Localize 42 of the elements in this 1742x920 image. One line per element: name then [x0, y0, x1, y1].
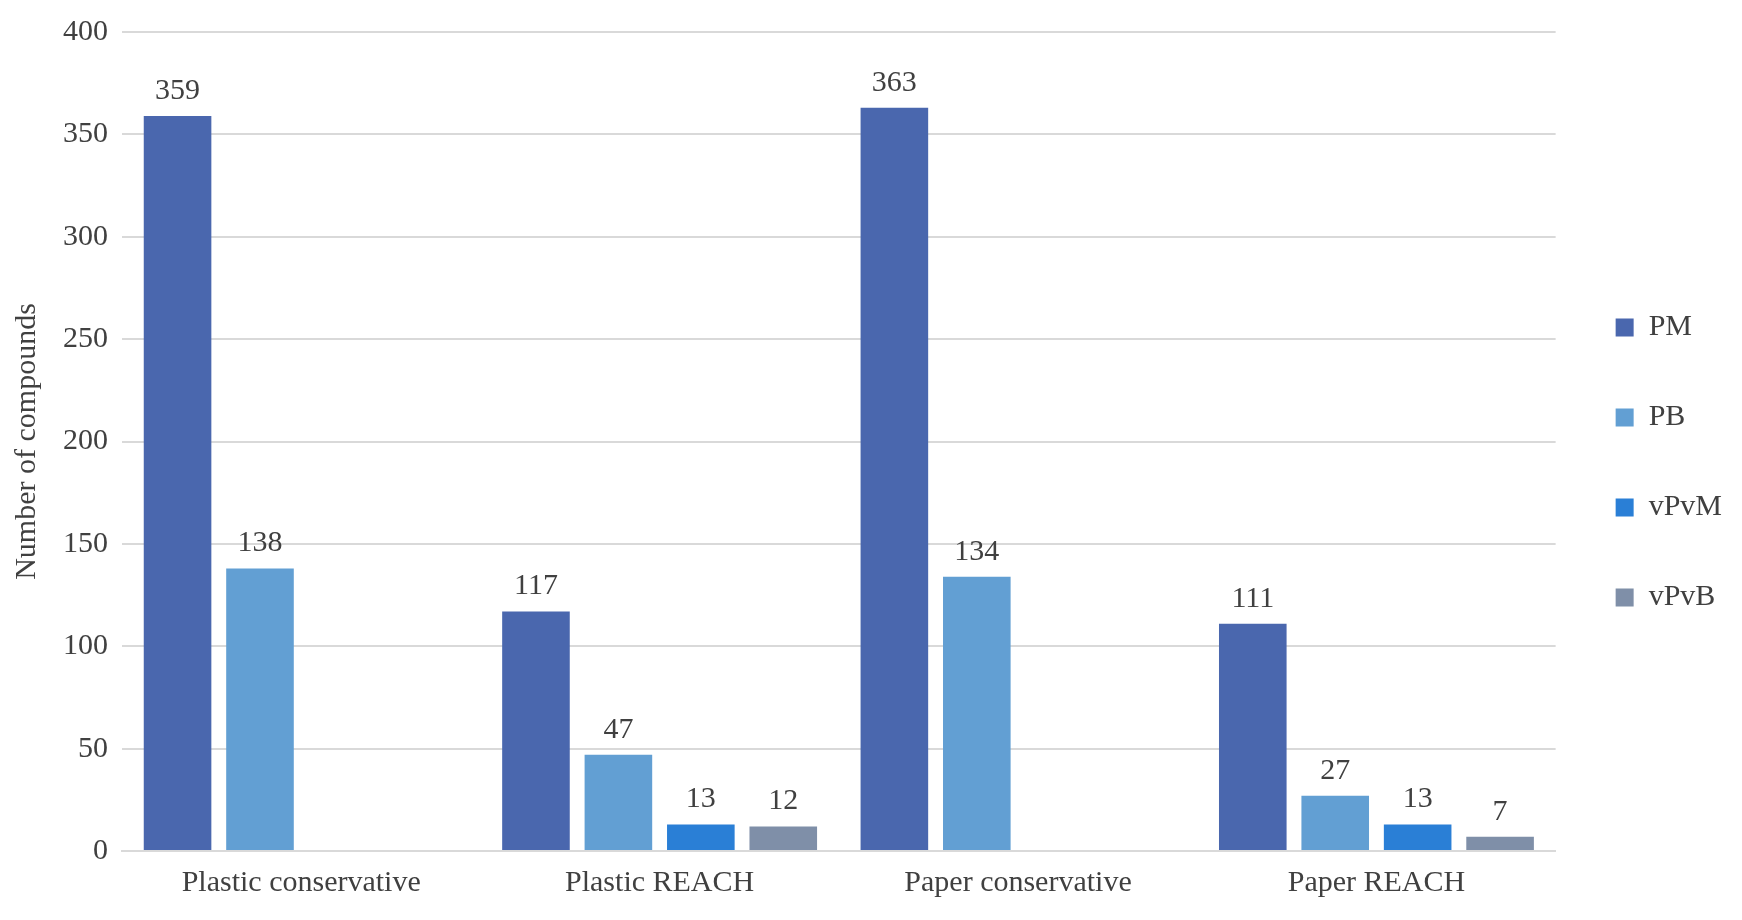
- y-tick-label: 300: [63, 217, 108, 251]
- data-label: 13: [1402, 780, 1433, 814]
- bar: [226, 568, 294, 850]
- bar: [749, 826, 818, 850]
- x-tick-label: Plastic REACH: [565, 863, 755, 897]
- data-label: 27: [1320, 751, 1351, 785]
- y-axis-title: Number of compounds: [7, 303, 41, 580]
- x-tick-label: Paper conservative: [904, 863, 1132, 897]
- y-tick-label: 350: [63, 115, 108, 149]
- bar: [502, 611, 570, 850]
- data-label: 13: [685, 780, 716, 814]
- y-tick-label: 100: [63, 627, 108, 661]
- data-label: 359: [155, 71, 201, 105]
- bar: [943, 576, 1011, 850]
- legend-label: PM: [1648, 308, 1692, 342]
- bar: [143, 115, 212, 850]
- bar: [584, 754, 653, 850]
- legend-label: vPvB: [1648, 578, 1716, 612]
- y-tick-label: 0: [93, 831, 108, 865]
- data-label: 7: [1492, 792, 1508, 826]
- y-tick-label: 250: [63, 320, 108, 353]
- y-tick-label: 50: [78, 729, 108, 763]
- bar: [1301, 795, 1370, 850]
- data-label: 12: [768, 782, 799, 816]
- x-tick-label: Plastic conservative: [181, 863, 421, 897]
- bar: [860, 107, 929, 850]
- bar: [1466, 836, 1534, 850]
- data-label: 363: [871, 63, 917, 97]
- x-tick-label: Paper REACH: [1287, 863, 1466, 897]
- legend-label: vPvM: [1648, 488, 1722, 522]
- data-label: 117: [514, 567, 558, 601]
- bar: [1218, 623, 1287, 850]
- bar: [667, 824, 735, 850]
- data-label: 138: [237, 524, 283, 558]
- bar: [1383, 824, 1452, 850]
- data-label: 47: [603, 710, 634, 744]
- y-tick-label: 150: [63, 524, 108, 558]
- y-tick-label: 200: [63, 422, 108, 456]
- data-label: 111: [1231, 579, 1275, 613]
- legend-label: PB: [1648, 398, 1686, 432]
- y-tick-label: 400: [63, 12, 108, 46]
- data-label: 134: [954, 532, 1000, 566]
